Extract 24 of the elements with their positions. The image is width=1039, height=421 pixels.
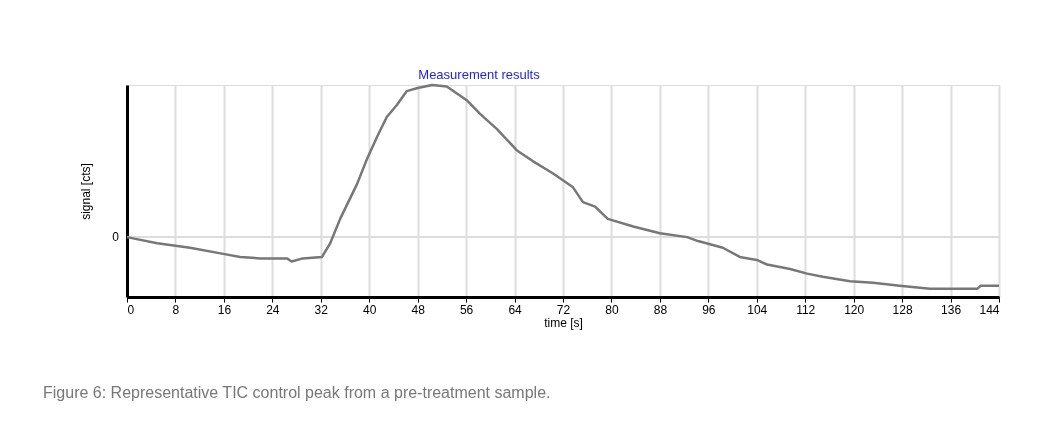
x-axis-title: time [s]	[544, 315, 583, 330]
x-tick-label: 128	[892, 302, 913, 317]
x-tick-label: 144	[979, 302, 1000, 317]
x-tick-label: 88	[653, 302, 668, 317]
x-tick-label: 64	[508, 302, 523, 317]
y-axis-title: signal [cts]	[78, 163, 93, 220]
caption: Figure 6: Representative TIC control peak from a pre-treatment sample.	[43, 384, 551, 401]
x-tick-label: 72	[556, 302, 571, 317]
x-tick-label: 104	[747, 302, 768, 317]
x-tick-label: 120	[844, 302, 865, 317]
x-tick-label: 56	[459, 302, 474, 317]
ref-line-label: 0	[112, 230, 120, 245]
x-tick-label: 40	[363, 302, 377, 317]
chart-title: Measurement results	[418, 66, 541, 82]
x-tick-label: 96	[702, 302, 716, 317]
x-tick-label: 48	[411, 302, 426, 317]
x-tick-label: 16	[217, 302, 232, 317]
x-tick-label: 32	[314, 302, 329, 317]
x-tick-label: 112	[796, 302, 816, 317]
x-tick-label: 136	[941, 302, 962, 317]
x-tick-label: 80	[605, 302, 619, 317]
x-tick-label: 24	[266, 302, 280, 317]
x-tick-label: 8	[172, 302, 180, 317]
x-tick-label: 0	[127, 302, 135, 317]
